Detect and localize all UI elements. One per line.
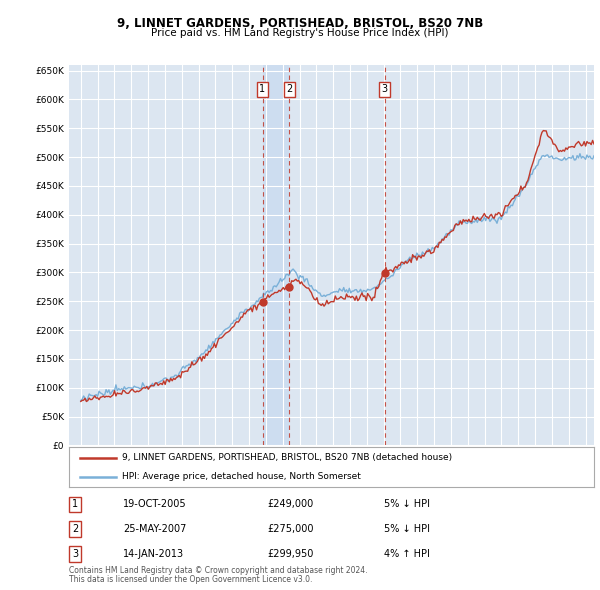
Text: 25-MAY-2007: 25-MAY-2007 — [123, 525, 187, 534]
Text: £299,950: £299,950 — [267, 549, 313, 559]
Text: Contains HM Land Registry data © Crown copyright and database right 2024.: Contains HM Land Registry data © Crown c… — [69, 566, 367, 575]
Text: 5% ↓ HPI: 5% ↓ HPI — [384, 525, 430, 534]
Text: 2: 2 — [72, 525, 78, 534]
Bar — [263, 65, 289, 445]
Text: HPI: Average price, detached house, North Somerset: HPI: Average price, detached house, Nort… — [121, 472, 361, 481]
Text: 1: 1 — [259, 84, 266, 94]
Text: 4% ↑ HPI: 4% ↑ HPI — [384, 549, 430, 559]
Text: 5% ↓ HPI: 5% ↓ HPI — [384, 500, 430, 509]
Text: 3: 3 — [382, 84, 388, 94]
Text: This data is licensed under the Open Government Licence v3.0.: This data is licensed under the Open Gov… — [69, 575, 313, 584]
Text: £275,000: £275,000 — [267, 525, 314, 534]
Text: 1: 1 — [72, 500, 78, 509]
Text: Price paid vs. HM Land Registry's House Price Index (HPI): Price paid vs. HM Land Registry's House … — [151, 28, 449, 38]
Text: 9, LINNET GARDENS, PORTISHEAD, BRISTOL, BS20 7NB (detached house): 9, LINNET GARDENS, PORTISHEAD, BRISTOL, … — [121, 453, 452, 463]
Text: 2: 2 — [286, 84, 293, 94]
Text: 3: 3 — [72, 549, 78, 559]
Text: 14-JAN-2013: 14-JAN-2013 — [123, 549, 184, 559]
Text: 19-OCT-2005: 19-OCT-2005 — [123, 500, 187, 509]
Text: £249,000: £249,000 — [267, 500, 313, 509]
Text: 9, LINNET GARDENS, PORTISHEAD, BRISTOL, BS20 7NB: 9, LINNET GARDENS, PORTISHEAD, BRISTOL, … — [117, 17, 483, 30]
